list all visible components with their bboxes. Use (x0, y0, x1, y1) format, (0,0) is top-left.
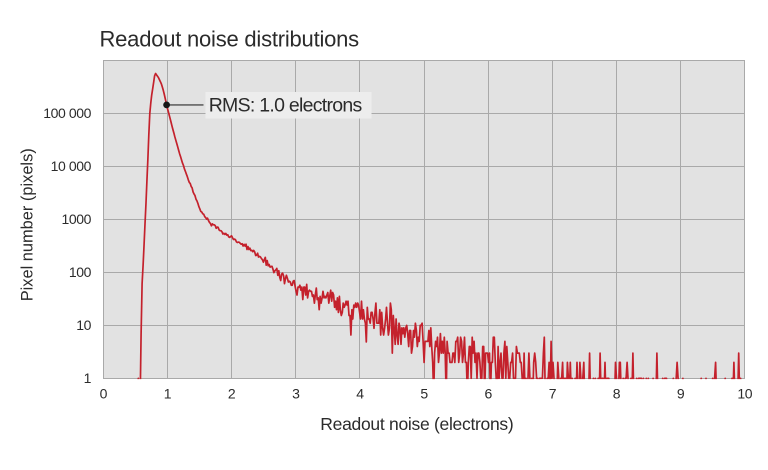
svg-text:1: 1 (84, 370, 92, 386)
svg-text:6: 6 (485, 385, 493, 401)
svg-text:100 000: 100 000 (43, 105, 91, 121)
svg-text:0: 0 (100, 385, 108, 401)
svg-text:3: 3 (292, 385, 300, 401)
svg-text:7: 7 (549, 385, 557, 401)
svg-text:9: 9 (677, 385, 685, 401)
svg-text:1000: 1000 (61, 211, 91, 227)
svg-text:Pixel number (pixels): Pixel number (pixels) (18, 148, 36, 301)
svg-text:Readout noise (electrons): Readout noise (electrons) (320, 414, 513, 434)
svg-text:2: 2 (228, 385, 236, 401)
svg-text:1: 1 (164, 385, 172, 401)
svg-text:4: 4 (356, 385, 364, 401)
svg-text:5: 5 (420, 385, 428, 401)
svg-text:Readout noise distributions: Readout noise distributions (100, 27, 360, 52)
svg-text:8: 8 (613, 385, 621, 401)
svg-text:10: 10 (737, 385, 752, 401)
svg-text:10: 10 (76, 317, 91, 333)
svg-text:100: 100 (69, 264, 92, 280)
svg-text:10 000: 10 000 (51, 158, 92, 174)
svg-text:RMS: 1.0 electrons: RMS: 1.0 electrons (209, 95, 363, 117)
